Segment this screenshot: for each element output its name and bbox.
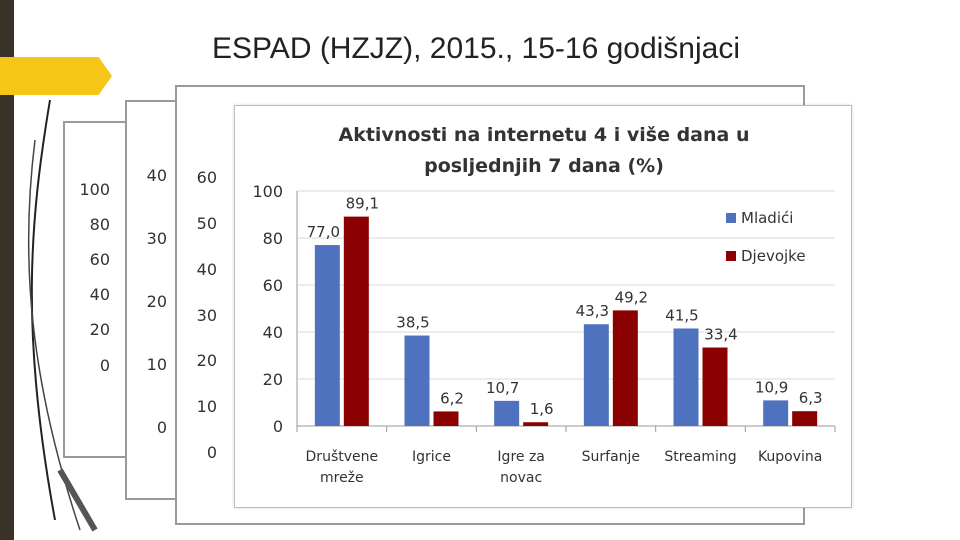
data-label: 43,3 — [576, 302, 609, 320]
bar-djevojke — [433, 411, 459, 426]
legend-swatch-mladici — [726, 213, 736, 223]
bar-djevojke — [792, 411, 818, 426]
ghost-tick: 10 — [146, 355, 167, 374]
x-category-label: Streaming — [664, 449, 736, 465]
legend-label: Djevojke — [741, 247, 806, 265]
y-tick-label: 20 — [263, 370, 283, 389]
data-label: 89,1 — [346, 195, 379, 213]
ghost-tick: 80 — [89, 215, 110, 234]
data-label: 38,5 — [396, 314, 429, 332]
left-accent-bar — [0, 0, 14, 540]
ghost-tick: 50 — [196, 214, 217, 233]
ghost-tick: 20 — [89, 320, 110, 339]
legend-label: Mladići — [741, 209, 793, 227]
ghost-tick: 60 — [89, 250, 110, 269]
data-label: 77,0 — [307, 223, 340, 241]
y-tick-label: 80 — [263, 229, 283, 248]
x-category-label: Kupovina — [758, 449, 822, 465]
ghost-axis-1: 100 80 60 40 20 0 — [70, 180, 110, 380]
y-tick-label: 100 — [252, 182, 283, 201]
data-label: 33,4 — [704, 326, 737, 344]
x-category-label: mreže — [320, 470, 364, 486]
ghost-tick: 40 — [146, 166, 167, 185]
y-tick-label: 40 — [263, 323, 283, 342]
decorative-curves — [27, 99, 98, 532]
ghost-tick: 40 — [89, 285, 110, 304]
slide-title: ESPAD (HZJZ), 2015., 15-16 godišnjaci — [212, 32, 741, 65]
ghost-tick: 100 — [79, 180, 110, 199]
y-tick-label: 60 — [263, 276, 283, 295]
data-label: 41,5 — [665, 306, 698, 324]
ghost-axis-2: 40 30 20 10 0 — [130, 166, 167, 446]
chart-title-line: posljednjih 7 dana (%) — [424, 155, 664, 177]
data-label: 49,2 — [615, 288, 648, 306]
bar-chart: Aktivnosti na internetu 4 i više dana u p… — [252, 124, 836, 486]
y-tick-label: 0 — [273, 417, 283, 436]
x-category-label: Društvene — [306, 449, 379, 465]
ghost-tick: 30 — [146, 229, 167, 248]
yellow-arrow-tab — [0, 57, 112, 95]
bar-djevojke — [702, 347, 728, 426]
data-label: 1,6 — [530, 400, 554, 418]
data-label: 6,3 — [799, 389, 823, 407]
bar-mladici — [314, 245, 340, 426]
ghost-tick: 20 — [146, 292, 167, 311]
ghost-tick: 30 — [196, 306, 217, 325]
data-label: 10,9 — [755, 378, 788, 396]
bar-djevojke — [612, 310, 638, 426]
data-label: 10,7 — [486, 379, 519, 397]
ghost-tick: 40 — [196, 260, 217, 279]
x-category-label: Igre za — [497, 449, 544, 465]
x-category-label: Surfanje — [582, 449, 640, 465]
bar-mladici — [494, 400, 520, 426]
bar-mladici — [404, 335, 430, 426]
ghost-tick: 20 — [196, 351, 217, 370]
data-label: 6,2 — [440, 389, 464, 407]
ghost-axis-3: 60 50 40 30 20 10 0 — [180, 168, 217, 468]
ghost-tick: 0 — [206, 443, 217, 462]
ghost-tick: 60 — [196, 168, 217, 187]
ghost-tick: 0 — [156, 418, 167, 437]
x-category-label: Igrice — [412, 449, 451, 465]
bar-mladici — [673, 328, 699, 426]
bar-djevojke — [523, 422, 549, 426]
ghost-tick: 10 — [196, 397, 217, 416]
bar-mladici — [583, 324, 609, 426]
chart-title-line: Aktivnosti na internetu 4 i više dana u — [339, 124, 750, 146]
bar-mladici — [763, 400, 789, 426]
bar-djevojke — [343, 216, 369, 426]
chart-frame: Aktivnosti na internetu 4 i više dana u p… — [234, 105, 852, 508]
legend-swatch-djevojke — [726, 251, 736, 261]
x-category-label: novac — [500, 470, 542, 486]
ghost-tick: 0 — [99, 356, 110, 375]
